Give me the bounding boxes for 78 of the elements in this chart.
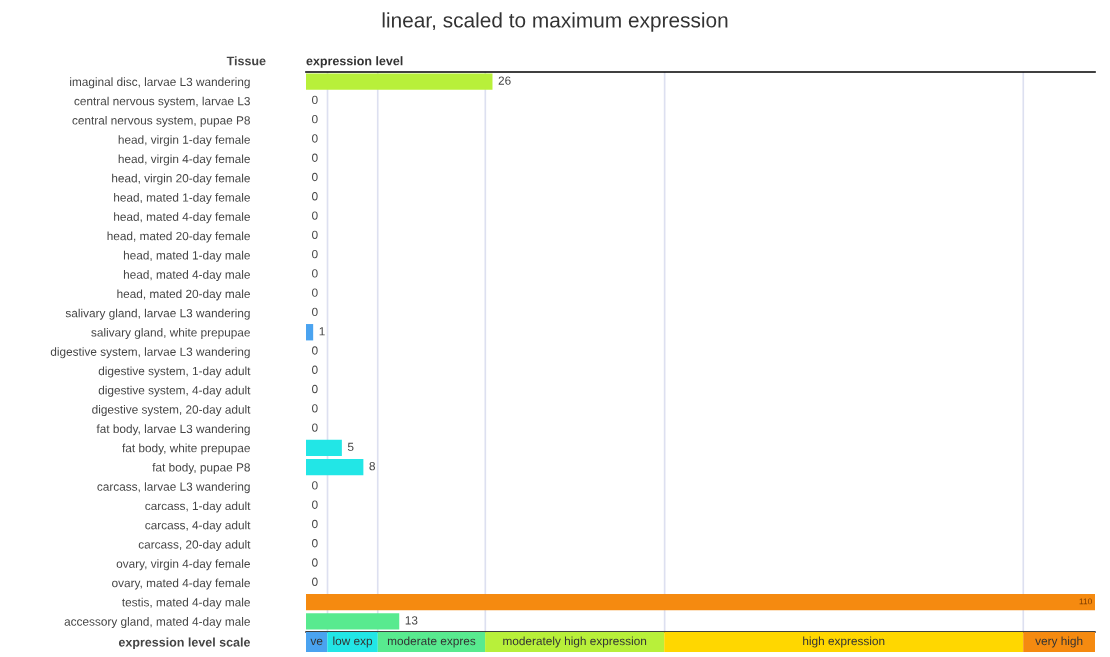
data-label: 5 [347, 442, 354, 452]
y-tick-label: carcass, 1-day adult [145, 501, 251, 513]
data-label: 0 [312, 307, 318, 317]
data-label: 1 [319, 327, 325, 336]
y-tick-label: head, mated 1-day female [114, 193, 250, 205]
data-label: 0 [312, 230, 318, 240]
data-label: 0 [312, 172, 318, 182]
y-tick-label: expression level scale [118, 637, 251, 650]
y-tick-label: head, mated 20-day female [107, 231, 250, 243]
data-label: 0 [312, 404, 318, 413]
bar [306, 458, 364, 476]
data-label: 0 [312, 95, 318, 105]
y-tick-label: head, virgin 1-day female [118, 135, 250, 147]
bar [306, 632, 328, 652]
y-tick-label: head, mated 20-day male [117, 289, 250, 301]
data-label: 0 [312, 500, 318, 509]
y-tick-label: digestive system, 4-day adult [98, 385, 251, 397]
y-tick-label: digestive system, larvae L3 wandering [50, 347, 250, 359]
y-tick-label: fat body, larvae L3 wandering [96, 424, 250, 436]
data-label: 0 [312, 211, 318, 220]
y-tick-label: carcass, 4-day adult [145, 520, 251, 532]
y-tick-label: ovary, virgin 4-day female [116, 559, 250, 571]
data-label: 0 [312, 288, 318, 297]
y-tick-label: accessory gland, mated 4-day male [64, 617, 250, 629]
bar [306, 593, 1095, 611]
data-label: 0 [312, 269, 318, 278]
data-label: 0 [312, 423, 318, 432]
y-tick-label: central nervous system, larvae L3 [74, 96, 250, 108]
bar [1023, 632, 1095, 652]
y-tick-label: fat body, white prepupae [122, 443, 250, 455]
text: Tissue [226, 56, 266, 66]
series-label: very high [1035, 636, 1083, 648]
data-label: 8 [369, 461, 375, 471]
chart-title: linear, scaled to maximum expression [382, 12, 728, 32]
data-label: 0 [312, 153, 318, 162]
y-tick-label: digestive system, 1-day adult [98, 366, 251, 378]
data-label: 0 [312, 558, 318, 567]
data-label: 0 [312, 519, 318, 529]
y-tick-label: digestive system, 20-day adult [92, 405, 251, 417]
series-label: ve [310, 638, 323, 646]
data-label: 0 [312, 134, 318, 143]
data-label: 0 [312, 365, 318, 374]
bar [306, 439, 342, 457]
series-label: low exp [333, 636, 373, 648]
series-label: moderately high expression [503, 636, 647, 648]
y-tick-label: head, mated 1-day male [123, 250, 250, 262]
y-tick-label: head, mated 4-day female [114, 212, 250, 224]
data-label: 0 [312, 115, 318, 124]
data-label: 0 [312, 539, 318, 548]
data-label: 0 [312, 249, 318, 259]
bar [377, 632, 486, 652]
bar [485, 632, 665, 652]
series-label: moderate expres [387, 636, 476, 648]
data-label: 26 [498, 76, 511, 85]
data-label: 0 [312, 346, 318, 355]
data-label: 0 [312, 577, 318, 586]
data-label: 0 [312, 384, 318, 394]
y-tick-label: salivary gland, larvae L3 wandering [65, 308, 250, 320]
y-tick-label: head, virgin 4-day female [118, 154, 250, 166]
series-label: high expression [803, 636, 885, 648]
data-label: 0 [312, 481, 318, 490]
data-label: 13 [405, 616, 418, 625]
bar [664, 632, 1024, 652]
y-tick-label: head, mated 4-day male [123, 270, 250, 282]
y-tick-label: central nervous system, pupae P8 [72, 115, 250, 127]
y-tick-label: fat body, pupae P8 [152, 462, 250, 474]
y-tick-label: carcass, larvae L3 wandering [97, 482, 250, 494]
data-label: 0 [312, 192, 318, 201]
bar [306, 324, 314, 341]
y-tick-label: imaginal disc, larvae L3 wandering [70, 77, 250, 89]
bar [306, 73, 493, 90]
y-tick-label: testis, mated 4-day male [122, 597, 250, 609]
y-tick-label: salivary gland, white prepupae [91, 327, 250, 339]
y-tick-label: ovary, mated 4-day female [112, 578, 250, 590]
text: expression level [306, 56, 403, 68]
y-tick-label: carcass, 20-day adult [138, 539, 251, 551]
data-label: 110 [1079, 598, 1092, 605]
y-tick-label: head, virgin 20-day female [112, 173, 250, 185]
